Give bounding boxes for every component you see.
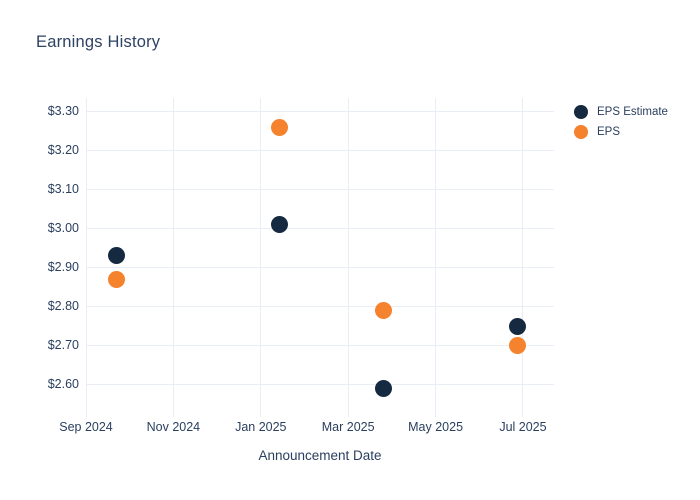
legend: EPS Estimate EPS xyxy=(574,104,668,144)
y-gridline xyxy=(86,384,554,386)
y-tick-label: $3.20 xyxy=(47,142,79,157)
y-gridline xyxy=(86,345,554,347)
chart-title: Earnings History xyxy=(36,33,161,51)
plot-area xyxy=(85,98,554,417)
eps-point xyxy=(271,118,289,136)
x-gridline xyxy=(435,98,437,417)
legend-item-eps-estimate[interactable]: EPS Estimate xyxy=(574,104,668,120)
legend-label-eps: EPS xyxy=(597,126,621,138)
x-axis-title: Announcement Date xyxy=(258,448,382,463)
y-gridline xyxy=(86,150,554,152)
legend-item-eps[interactable]: EPS xyxy=(574,124,668,140)
x-tick-label: Jan 2025 xyxy=(235,420,287,434)
eps-estimate-point xyxy=(508,317,526,335)
x-gridline xyxy=(85,98,87,417)
eps-estimate-point xyxy=(374,380,392,398)
y-gridline xyxy=(86,306,554,308)
y-gridline xyxy=(86,228,554,230)
x-tick-label: May 2025 xyxy=(408,420,464,434)
y-tick-label: $3.30 xyxy=(47,103,79,118)
y-tick-label: $3.10 xyxy=(47,181,79,196)
y-tick-label: $2.90 xyxy=(47,259,79,274)
x-tick-label: Sep 2024 xyxy=(59,420,113,434)
x-gridline xyxy=(260,98,262,417)
x-gridline xyxy=(522,98,524,417)
eps-point xyxy=(508,337,526,355)
y-gridline xyxy=(86,111,554,113)
eps-point xyxy=(374,302,392,320)
x-tick-label: Jul 2025 xyxy=(499,420,547,434)
y-tick-label: $2.80 xyxy=(47,298,79,313)
y-tick-label: $3.00 xyxy=(47,220,79,235)
eps-estimate-point xyxy=(107,247,125,265)
x-tick-label: Mar 2025 xyxy=(321,420,375,434)
legend-label-eps-estimate: EPS Estimate xyxy=(597,106,668,118)
eps-point xyxy=(107,270,125,288)
eps-estimate-point xyxy=(271,216,289,234)
x-gridline xyxy=(172,98,174,417)
eps-legend-marker-icon xyxy=(574,125,588,139)
x-gridline xyxy=(347,98,349,417)
y-gridline xyxy=(86,267,554,269)
y-tick-label: $2.60 xyxy=(47,376,79,391)
eps-estimate-legend-marker-icon xyxy=(574,105,588,119)
x-tick-label: Nov 2024 xyxy=(146,420,201,434)
y-gridline xyxy=(86,189,554,191)
y-tick-label: $2.70 xyxy=(47,337,79,352)
